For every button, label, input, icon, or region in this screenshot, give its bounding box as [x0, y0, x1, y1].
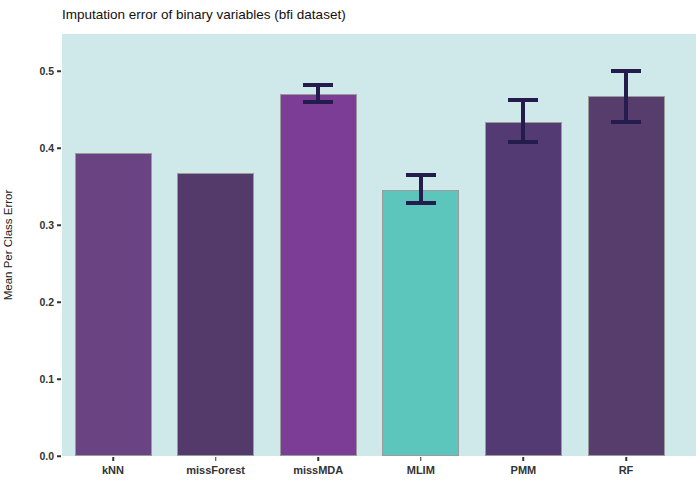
- x-tick-mark: [215, 457, 217, 461]
- y-tick-mark: [57, 378, 61, 380]
- x-tick-mark: [625, 457, 627, 461]
- x-tick-label-missMDA: missMDA: [293, 464, 343, 476]
- bar-missForest: [177, 173, 254, 456]
- error-bar-MLIM: [406, 201, 436, 205]
- x-tick-label-MLIM: MLIM: [407, 464, 435, 476]
- y-tick-label: 0.2: [39, 296, 54, 308]
- y-axis-title: Mean Per Class Error: [2, 190, 14, 301]
- x-tick-label-kNN: kNN: [102, 464, 124, 476]
- error-bar-PMM: [508, 140, 538, 144]
- y-tick-label: 0.0: [39, 450, 54, 462]
- bar-PMM: [485, 122, 562, 456]
- x-tick-label-PMM: PMM: [511, 464, 537, 476]
- bar-missMDA: [280, 94, 357, 456]
- y-tick-mark: [57, 301, 61, 303]
- chart-title: Imputation error of binary variables (bf…: [62, 7, 346, 22]
- chart-figure: Imputation error of binary variables (bf…: [0, 0, 700, 500]
- y-tick-label: 0.3: [39, 219, 54, 231]
- y-tick-label: 0.5: [39, 65, 54, 77]
- x-tick-mark: [112, 457, 114, 461]
- bar-kNN: [75, 153, 152, 456]
- y-tick-mark: [57, 224, 61, 226]
- error-bar-missMDA: [303, 83, 333, 87]
- error-bar-missMDA: [303, 100, 333, 104]
- y-tick-label: 0.4: [39, 142, 54, 154]
- error-bar-MLIM: [406, 173, 436, 177]
- error-bar-RF: [611, 120, 641, 124]
- y-tick-mark: [57, 147, 61, 149]
- y-tick-mark: [57, 455, 61, 457]
- x-tick-mark: [420, 457, 422, 461]
- x-tick-label-RF: RF: [619, 464, 634, 476]
- error-bar-RF: [624, 69, 628, 124]
- x-tick-label-missForest: missForest: [186, 464, 245, 476]
- y-tick-label: 0.1: [39, 373, 54, 385]
- error-bar-PMM: [508, 98, 538, 102]
- error-bar-RF: [611, 69, 641, 73]
- x-tick-mark: [523, 457, 525, 461]
- y-tick-mark: [57, 70, 61, 72]
- error-bar-PMM: [521, 98, 525, 144]
- x-tick-mark: [317, 457, 319, 461]
- bar-RF: [588, 96, 665, 456]
- bar-MLIM: [382, 190, 459, 456]
